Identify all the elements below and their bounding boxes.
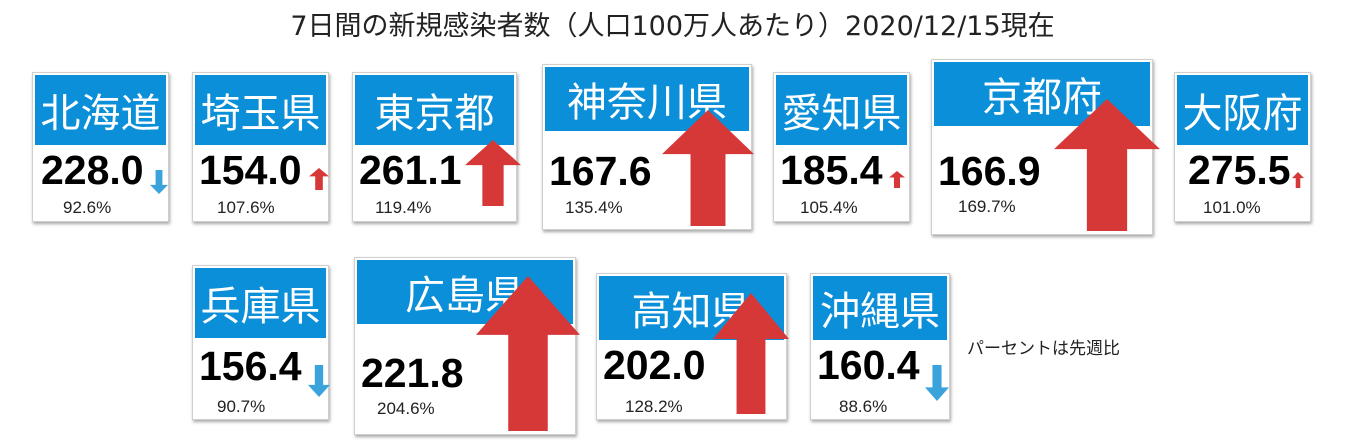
weekly-change-percent: 107.6%	[217, 198, 275, 217]
infection-rate-value: 275.5	[1188, 147, 1291, 193]
arrow-up-icon	[713, 293, 789, 414]
prefecture-card: 北海道 228.0 92.6%	[32, 72, 169, 222]
arrow-up-icon	[465, 140, 521, 206]
weekly-change-percent: 105.4%	[800, 198, 858, 217]
prefecture-name: 埼玉県	[195, 75, 326, 145]
weekly-change-percent: 90.7%	[217, 397, 266, 416]
prefecture-name: 北海道	[35, 75, 166, 145]
weekly-change-percent: 92.6%	[63, 198, 112, 217]
prefecture-name: 東京都	[355, 75, 514, 145]
prefecture-name: 沖縄県	[813, 276, 947, 340]
prefecture-card: 沖縄県 160.4 88.6%	[810, 273, 950, 420]
infection-rate-value: 261.1	[359, 147, 462, 193]
arrow-down-icon	[308, 365, 330, 397]
weekly-change-percent: 101.0%	[1203, 198, 1261, 217]
prefecture-name: 兵庫県	[195, 268, 326, 338]
prefecture-card: 大阪府 275.5 101.0%	[1174, 72, 1311, 222]
weekly-change-percent: 204.6%	[377, 399, 435, 418]
footnote: パーセントは先週比	[967, 339, 1120, 359]
prefecture-card: 愛知県 185.4 105.4%	[773, 72, 910, 222]
weekly-change-percent: 128.2%	[625, 397, 683, 416]
infection-rate-value: 160.4	[817, 342, 920, 388]
arrow-down-icon	[150, 170, 168, 194]
infection-rate-value: 185.4	[780, 147, 883, 193]
infection-rate-value: 228.0	[41, 147, 144, 193]
prefecture-card: 兵庫県 156.4 90.7%	[192, 265, 329, 420]
prefecture-name: 大阪府	[1177, 75, 1308, 145]
page-title: 7日間の新規感染者数（人口100万人あたり）2020/12/15現在	[290, 11, 1055, 42]
arrow-down-icon	[925, 365, 949, 401]
prefecture-name: 愛知県	[776, 75, 907, 145]
infection-rate-value: 154.0	[199, 147, 302, 193]
weekly-change-percent: 119.4%	[375, 198, 432, 217]
arrow-up-icon	[889, 171, 905, 188]
weekly-change-percent: 135.4%	[565, 198, 623, 217]
arrow-up-icon	[1054, 99, 1160, 231]
infection-rate-value: 167.6	[549, 148, 652, 194]
weekly-change-percent: 88.6%	[839, 397, 888, 416]
arrow-up-icon	[1292, 172, 1304, 188]
weekly-change-percent: 169.7%	[958, 197, 1016, 216]
infection-rate-value: 202.0	[603, 342, 706, 388]
infection-rate-value: 221.8	[361, 350, 464, 396]
infection-rate-value: 156.4	[199, 343, 302, 389]
infection-rate-value: 166.9	[938, 148, 1041, 194]
arrow-up-icon	[662, 110, 754, 226]
arrow-up-icon	[309, 168, 329, 190]
prefecture-card: 埼玉県 154.0 107.6%	[192, 72, 329, 222]
arrow-up-icon	[476, 276, 580, 431]
